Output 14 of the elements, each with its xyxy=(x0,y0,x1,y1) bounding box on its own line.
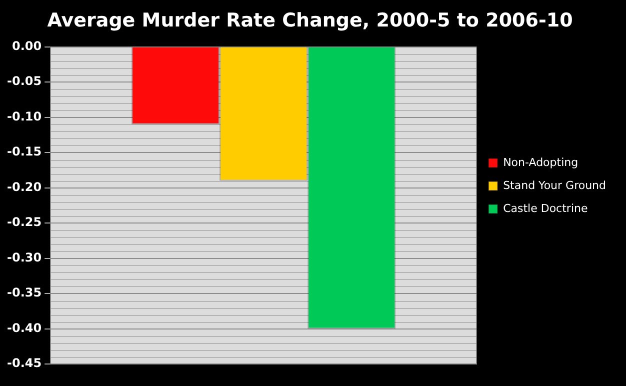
legend-label: Castle Doctrine xyxy=(503,202,588,215)
y-tick-label: -0.25 xyxy=(6,215,42,230)
y-tick-label: -0.05 xyxy=(6,74,42,88)
y-tick-label: -0.15 xyxy=(6,144,42,159)
y-tick-label: -0.10 xyxy=(6,109,42,124)
y-tick-label: 0.00 xyxy=(12,38,42,53)
y-tick-label: -0.35 xyxy=(6,286,42,300)
y-tick-label: -0.40 xyxy=(6,320,42,335)
legend-label: Stand Your Ground xyxy=(503,178,606,192)
y-tick-label: -0.45 xyxy=(6,356,42,370)
chart-title: Average Murder Rate Change, 2000-5 to 2006-10 xyxy=(47,9,573,32)
legend-label: Non-Adopting xyxy=(503,156,578,169)
y-tick-label: -0.20 xyxy=(6,180,42,194)
y-tick-label: -0.30 xyxy=(6,250,42,264)
